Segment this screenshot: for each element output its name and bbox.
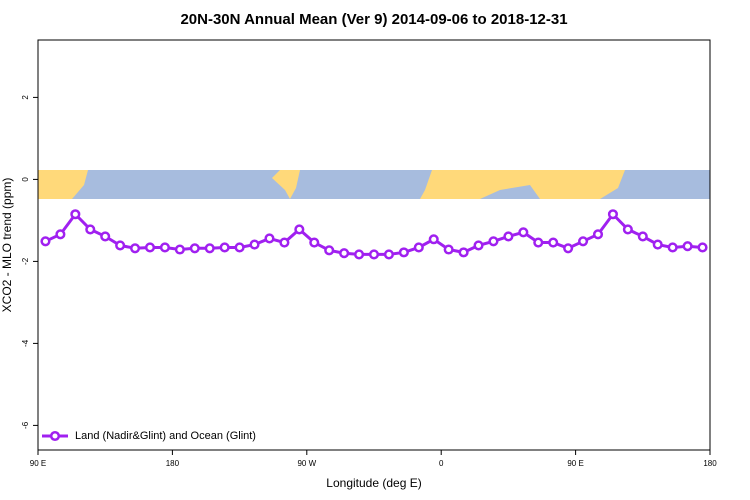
legend-marker [49, 430, 61, 442]
point [354, 249, 365, 260]
point [85, 224, 96, 235]
point [398, 247, 409, 258]
point [159, 242, 170, 253]
point [548, 237, 559, 248]
plot-frame [37, 39, 711, 451]
point [204, 243, 215, 254]
point [518, 227, 529, 238]
point [309, 237, 320, 248]
y-axis-label: XCO2 - MLO trend (ppm) [0, 178, 14, 313]
point [682, 241, 693, 252]
point [130, 243, 141, 254]
point [234, 242, 245, 253]
point [622, 224, 633, 235]
point [70, 209, 81, 220]
point [458, 247, 469, 258]
x-tick-label: 180 [166, 459, 180, 468]
world-map-strip [38, 170, 710, 199]
x-tick-label: 90 W [297, 459, 316, 468]
point [413, 242, 424, 253]
point [368, 249, 380, 260]
point [578, 236, 589, 247]
point [174, 244, 185, 255]
point [55, 229, 66, 240]
point [592, 229, 604, 240]
point [383, 249, 394, 260]
point [264, 233, 275, 244]
x-axis-label: Longitude (deg E) [326, 476, 421, 490]
legend-label: Land (Nadir&Glint) and Ocean (Glint) [75, 430, 256, 442]
x-tick-label: 0 [439, 459, 444, 468]
point [533, 237, 544, 248]
chart-title: 20N-30N Annual Mean (Ver 9) 2014-09-06 t… [180, 11, 567, 28]
y-tick-label: -6 [21, 421, 30, 429]
x-tick-label: 90 E [30, 459, 46, 468]
y-tick-label: 0 [21, 177, 30, 182]
point [637, 231, 648, 242]
point [503, 231, 514, 242]
point [324, 245, 335, 256]
point [607, 209, 618, 220]
x-tick-label: 180 [703, 459, 717, 468]
point [697, 242, 708, 253]
point [40, 236, 51, 247]
y-tick-label: -2 [21, 257, 30, 265]
point [473, 240, 484, 251]
point [563, 243, 574, 254]
series-line [44, 211, 703, 256]
y-tick-label: 2 [21, 95, 30, 100]
point [219, 242, 230, 253]
point [428, 234, 439, 245]
point [652, 239, 663, 250]
point [144, 242, 156, 253]
x-tick-label: 90 E [567, 459, 583, 468]
point [294, 224, 305, 235]
point [100, 231, 111, 242]
point [249, 239, 260, 250]
point [339, 248, 350, 259]
point [279, 237, 290, 248]
y-tick-label: -4 [21, 339, 30, 347]
point [443, 244, 454, 255]
point [189, 243, 200, 254]
point [115, 240, 126, 251]
point [488, 236, 499, 247]
point [667, 242, 678, 253]
